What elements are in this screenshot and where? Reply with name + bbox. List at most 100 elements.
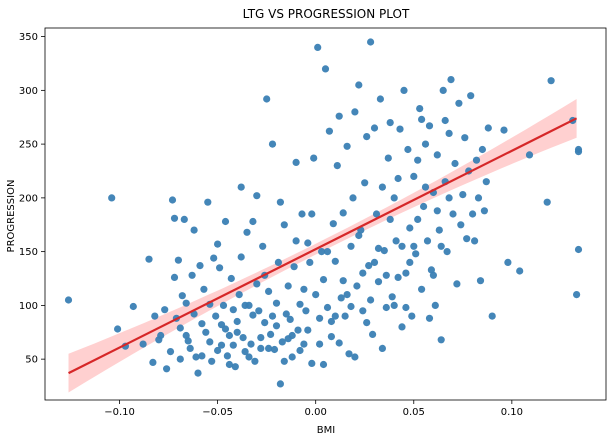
data-point [433,151,441,159]
data-point [325,127,333,135]
data-point [355,231,363,240]
data-point [361,179,369,187]
data-point [573,291,581,299]
data-point [139,340,147,348]
data-point [343,142,351,150]
regression-line [68,117,578,375]
data-point [229,306,237,314]
data-point [376,95,384,103]
data-point [374,244,383,252]
data-point [114,325,122,333]
data-point [382,271,390,279]
data-point [400,86,408,94]
data-point [445,129,453,137]
regression-line-layer [68,117,578,375]
data-point [314,43,322,52]
data-point [410,242,418,250]
plot-frame [44,27,607,401]
data-point [480,207,488,215]
data-point [331,312,339,320]
data-point [294,326,302,334]
data-point [327,317,335,326]
data-point [390,194,398,202]
data-point [288,331,296,340]
data-point [292,158,300,166]
data-point [343,291,351,299]
data-point [318,248,326,256]
data-point [378,344,386,352]
data-point [237,183,245,191]
data-point [455,99,463,107]
data-point [247,340,255,348]
data-point [449,210,457,218]
data-point [178,292,186,300]
data-point [168,196,177,204]
data-point [435,226,443,234]
data-point [425,122,434,130]
data-point [355,81,363,89]
y-axis-ticks: 50 100 150 200 250 300 350 [19,32,45,366]
data-point [365,262,373,270]
data-point [263,95,271,103]
data-point [217,341,226,349]
data-point [237,253,245,261]
data-point [467,92,475,100]
data-point [308,210,316,218]
data-point [402,303,410,312]
data-point [333,162,341,170]
data-point [359,307,367,315]
data-point [398,323,406,331]
data-point [323,303,332,312]
data-point [396,125,404,133]
data-point [353,282,361,290]
data-point [331,257,339,265]
chart-title: LTG VS PROGRESSION PLOT [243,7,410,21]
y-tick-label: 200 [19,193,38,204]
data-point [227,274,235,283]
data-point [394,174,402,183]
data-point [217,321,226,329]
data-point [386,215,394,223]
data-point [170,273,179,281]
data-point [476,277,485,285]
data-point [339,277,347,285]
data-point [341,312,349,320]
data-point [370,124,379,132]
data-point [272,322,281,330]
data-point [359,269,367,277]
data-point [278,338,286,346]
x-axis-title: BMI [317,425,335,436]
data-point [243,228,251,236]
x-tick-label: 0.10 [501,407,523,418]
data-point [374,278,383,286]
data-point [390,301,398,309]
data-point [418,285,426,293]
data-point [488,312,496,320]
data-point [410,172,418,180]
data-point [427,266,435,274]
data-point [280,221,288,229]
data-point [306,258,314,266]
data-point [194,369,202,377]
data-point [257,334,265,342]
data-point [284,282,292,290]
data-point [157,331,165,340]
data-point [210,254,218,262]
data-point [176,355,184,363]
data-point [386,119,394,127]
data-point [525,151,534,159]
data-point [239,334,247,342]
data-point [339,209,347,217]
data-point [233,328,241,336]
data-point [190,226,198,234]
data-point [335,112,343,120]
data-point [198,352,206,360]
data-point [259,242,267,250]
data-point [296,346,304,355]
data-point [206,338,214,346]
data-point [225,360,233,369]
data-point [274,258,282,266]
x-tick-label: 0.05 [403,407,425,418]
data-point [327,333,335,341]
